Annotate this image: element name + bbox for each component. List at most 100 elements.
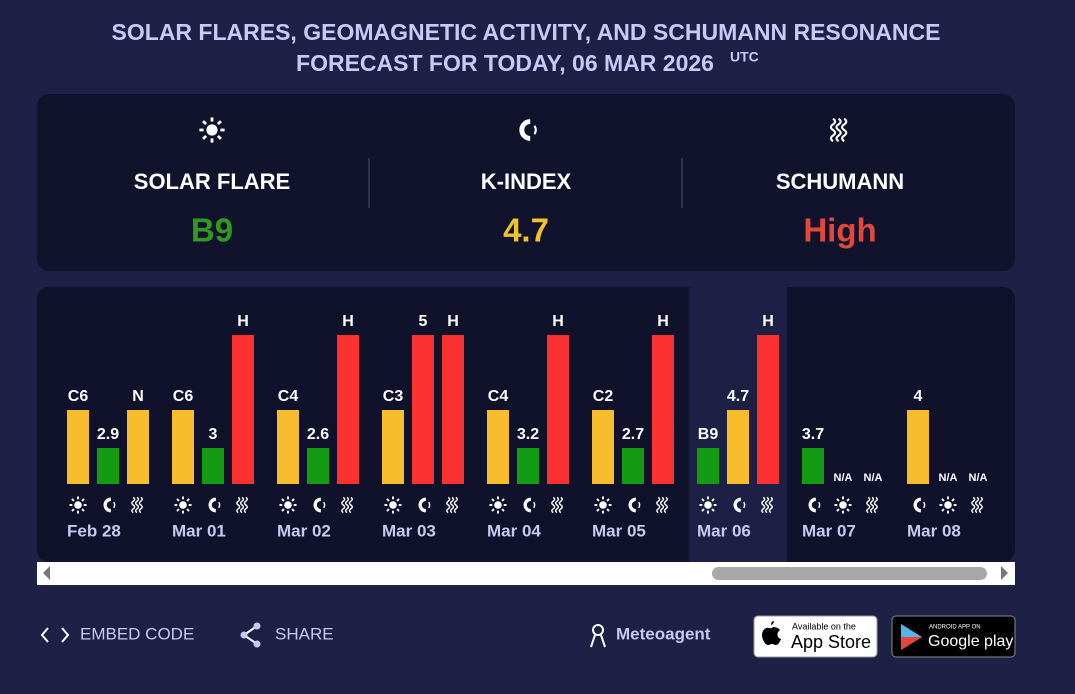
- scroll-thumb[interactable]: [712, 567, 987, 580]
- sun-ray: [606, 508, 610, 512]
- wave: [978, 496, 983, 514]
- flare-icon: [69, 496, 87, 514]
- app-store-big: App Store: [791, 632, 871, 652]
- sun-ray: [501, 508, 505, 512]
- day-label[interactable]: Mar 02: [277, 521, 331, 540]
- level-bar: [382, 410, 404, 484]
- wave: [449, 496, 455, 514]
- wave: [243, 496, 248, 514]
- sun-core: [944, 501, 952, 509]
- sun-core: [839, 501, 847, 509]
- scroll-right[interactable]: [1001, 566, 1008, 580]
- day-label[interactable]: Mar 07: [802, 521, 856, 540]
- sun-core: [599, 501, 607, 509]
- bar-label: N: [132, 388, 144, 405]
- sun-ray: [216, 120, 222, 126]
- magnet: [628, 497, 637, 513]
- day-label[interactable]: Mar 05: [592, 521, 646, 540]
- sun-core: [74, 501, 82, 509]
- share-text: SHARE: [275, 624, 334, 643]
- sun-core: [494, 501, 502, 509]
- title-sup: UTC: [730, 49, 759, 65]
- wave: [348, 496, 353, 514]
- day-label[interactable]: Mar 06: [697, 521, 751, 540]
- app-store-bg: [753, 615, 878, 658]
- sun-core: [389, 501, 397, 509]
- sun-ray: [176, 498, 180, 502]
- sun-ray: [291, 508, 295, 512]
- sun-ray: [396, 498, 400, 502]
- day-label[interactable]: Feb 28: [67, 521, 121, 540]
- sun-ray: [81, 498, 85, 502]
- app-store-small: Available on the: [792, 621, 856, 631]
- level-bar: [547, 335, 569, 484]
- sun-ray: [941, 508, 945, 512]
- sun-ray: [186, 498, 190, 502]
- wave: [239, 496, 245, 514]
- level-bar: [172, 410, 194, 484]
- sun-ray: [202, 134, 208, 140]
- day-label[interactable]: Mar 01: [172, 521, 226, 540]
- day-label[interactable]: Mar 03: [382, 521, 436, 540]
- flare-icon: [489, 496, 507, 514]
- kindex-icon: [208, 497, 221, 513]
- bar-label: 4.7: [727, 388, 749, 405]
- schumann-icon: [341, 496, 353, 514]
- sun-ray: [291, 498, 295, 502]
- day-label[interactable]: Mar 08: [907, 521, 961, 540]
- wave: [869, 496, 875, 514]
- wave: [138, 496, 143, 514]
- sun-ray: [836, 498, 840, 502]
- level-bar: [97, 448, 119, 484]
- wave: [841, 117, 848, 143]
- magnet-field: [818, 501, 821, 509]
- play-logo-part: [901, 637, 922, 650]
- wave: [131, 496, 136, 514]
- title: FORECAST FOR TODAY, 06 MAR 2026: [296, 50, 714, 76]
- sun-ray: [951, 508, 955, 512]
- share-dot: [253, 640, 261, 648]
- sun-core: [284, 501, 292, 509]
- embed-text: EMBED CODE: [80, 624, 194, 643]
- apple-logo: [762, 621, 781, 645]
- google-play-big: Google play: [928, 633, 1013, 650]
- sun-ray: [846, 498, 850, 502]
- schumann-icon: [656, 496, 668, 514]
- bar-label: H: [237, 313, 249, 330]
- google-play-button[interactable]: ANDROID APP ON Google play: [891, 615, 1016, 658]
- na-label: N/A: [834, 472, 853, 484]
- wave: [768, 496, 773, 514]
- brand-link[interactable]: Meteoagent: [590, 624, 711, 648]
- sun-ray: [846, 508, 850, 512]
- title: SOLAR FLARES, GEOMAGNETIC ACTIVITY, AND …: [112, 19, 941, 45]
- magnet: [208, 497, 217, 513]
- sun-ray: [202, 120, 208, 126]
- bar-label: C2: [593, 388, 614, 405]
- bar-label: C3: [383, 388, 404, 405]
- bar-label: 4: [914, 388, 923, 405]
- sun-ray: [71, 498, 75, 502]
- embed-button[interactable]: EMBED CODE: [40, 624, 194, 643]
- kindex-icon: [808, 497, 821, 513]
- kindex-icon: [103, 497, 116, 513]
- bar-label: H: [657, 313, 669, 330]
- magnet: [313, 497, 322, 513]
- magnet: [418, 497, 427, 513]
- sun-ray: [711, 498, 715, 502]
- bar-label: 3.2: [517, 426, 539, 443]
- wave: [656, 496, 661, 514]
- wave: [236, 496, 241, 514]
- sun-ray: [596, 498, 600, 502]
- level-bar: [802, 448, 824, 484]
- embed-icon: [40, 627, 70, 643]
- sun-ray: [941, 498, 945, 502]
- wave: [761, 496, 766, 514]
- share-button[interactable]: SHARE: [240, 622, 334, 648]
- level-bar: [442, 335, 464, 484]
- wave: [344, 496, 350, 514]
- magnet: [733, 497, 742, 513]
- scroll-left[interactable]: [43, 566, 50, 580]
- day-label[interactable]: Mar 04: [487, 521, 541, 540]
- sun-ray: [176, 508, 180, 512]
